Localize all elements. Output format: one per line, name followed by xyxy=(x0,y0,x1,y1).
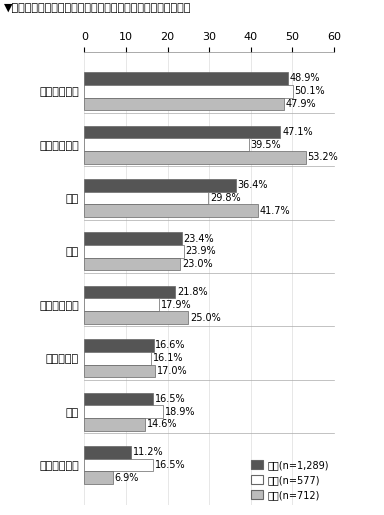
Text: 41.7%: 41.7% xyxy=(260,205,290,216)
Text: 16.6%: 16.6% xyxy=(155,340,186,351)
Text: 23.9%: 23.9% xyxy=(185,246,216,256)
Text: 23.4%: 23.4% xyxy=(184,234,214,244)
Text: 11.2%: 11.2% xyxy=(133,448,163,457)
Bar xyxy=(84,204,258,217)
Text: 14.6%: 14.6% xyxy=(147,419,177,430)
Text: 16.5%: 16.5% xyxy=(155,460,185,470)
Text: 25.0%: 25.0% xyxy=(190,313,221,322)
Bar xyxy=(84,258,180,270)
Bar xyxy=(84,179,236,192)
Text: 53.2%: 53.2% xyxy=(308,152,338,162)
Legend: 総数(n=1,289), 男性(n=577), 女性(n=712): 総数(n=1,289), 男性(n=577), 女性(n=712) xyxy=(251,460,329,500)
Text: 50.1%: 50.1% xyxy=(295,86,325,96)
Bar xyxy=(84,232,182,245)
Text: 6.9%: 6.9% xyxy=(115,473,139,483)
Text: ▼ロンドンオリンピックで印象に残っている競技（上位８位）: ▼ロンドンオリンピックで印象に残っている競技（上位８位） xyxy=(4,3,191,12)
Bar xyxy=(84,286,175,299)
Bar xyxy=(84,392,153,405)
Bar xyxy=(84,471,113,484)
Text: 48.9%: 48.9% xyxy=(290,74,320,83)
Text: 47.9%: 47.9% xyxy=(285,99,316,109)
Text: 17.0%: 17.0% xyxy=(157,366,187,376)
Bar xyxy=(84,151,306,164)
Bar xyxy=(84,365,155,377)
Bar xyxy=(84,245,184,258)
Text: 16.5%: 16.5% xyxy=(155,394,185,404)
Bar xyxy=(84,352,151,365)
Text: 16.1%: 16.1% xyxy=(153,353,184,363)
Bar xyxy=(84,311,189,324)
Text: 36.4%: 36.4% xyxy=(238,180,268,190)
Bar xyxy=(84,97,284,110)
Text: 21.8%: 21.8% xyxy=(177,287,207,297)
Text: 29.8%: 29.8% xyxy=(210,193,241,203)
Bar xyxy=(84,85,293,97)
Bar xyxy=(84,126,280,138)
Text: 23.0%: 23.0% xyxy=(182,259,212,269)
Bar xyxy=(84,72,288,85)
Bar xyxy=(84,138,249,151)
Bar xyxy=(84,299,159,311)
Bar xyxy=(84,446,131,459)
Bar xyxy=(84,459,153,471)
Text: 17.9%: 17.9% xyxy=(161,300,191,310)
Bar xyxy=(84,339,154,352)
Text: 39.5%: 39.5% xyxy=(250,140,281,149)
Bar xyxy=(84,192,209,204)
Text: 18.9%: 18.9% xyxy=(165,407,195,417)
Bar xyxy=(84,405,163,418)
Text: 47.1%: 47.1% xyxy=(282,127,313,137)
Bar xyxy=(84,418,145,431)
